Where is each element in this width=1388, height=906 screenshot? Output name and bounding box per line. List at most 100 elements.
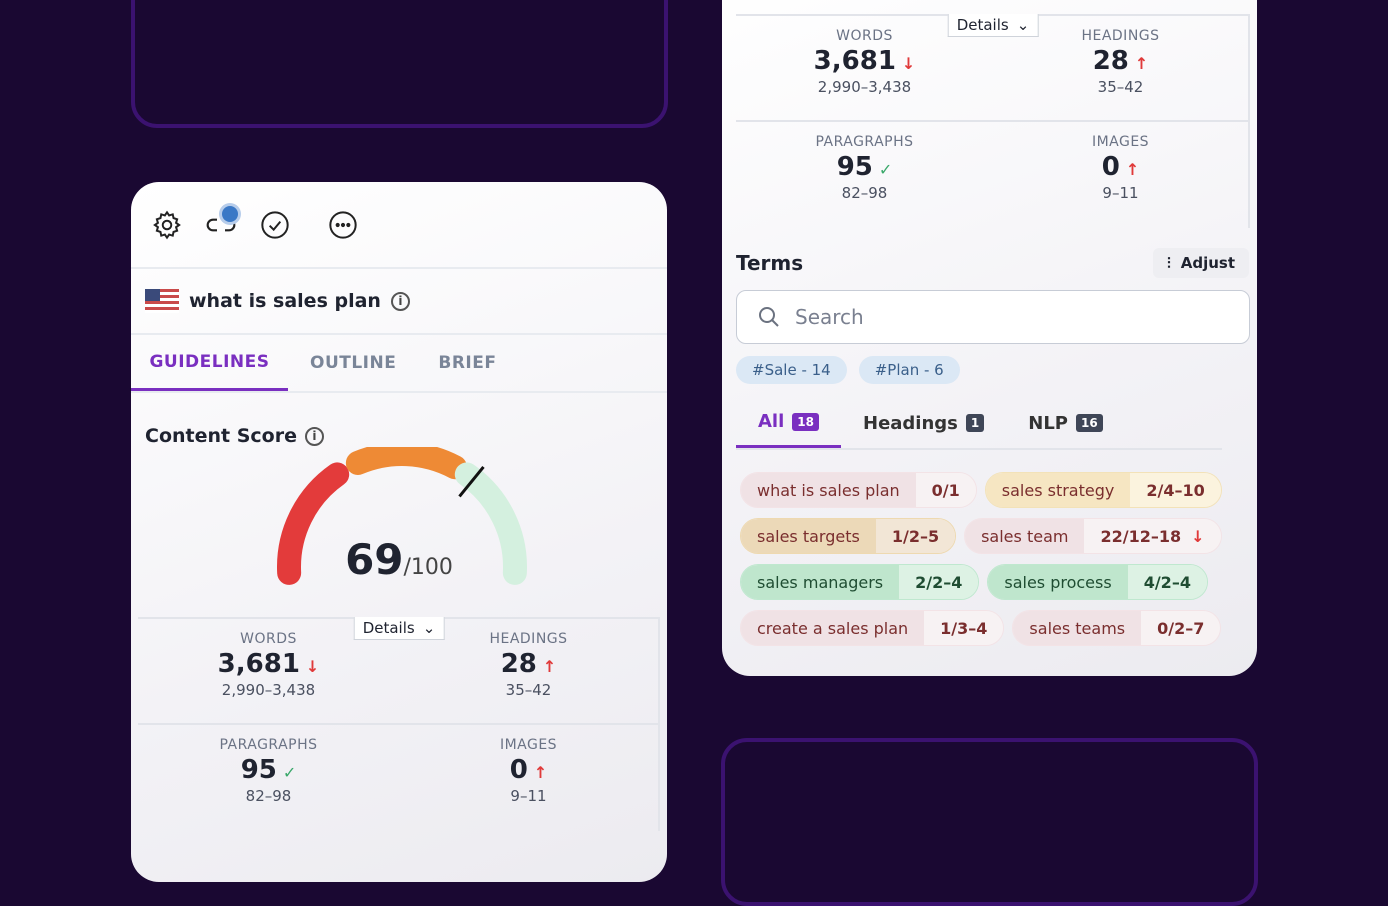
term-chip[interactable]: sales managers 2/2–4 <box>740 564 980 600</box>
term-chip[interactable]: create a sales plan 1/3–4 <box>740 610 1005 646</box>
tab-headings[interactable]: Headings 1 <box>841 398 1006 448</box>
term-name: sales strategy <box>985 473 1131 507</box>
content-score-heading: Content Score i <box>131 393 667 447</box>
stat-value: 28 <box>500 649 537 679</box>
stat-label: PARAGRAPHS <box>219 737 318 753</box>
stat-label: PARAGRAPHS <box>815 134 914 150</box>
stat-label: WORDS <box>836 28 893 44</box>
stat-value: 0 <box>509 755 528 785</box>
stat-range: 35–42 <box>1097 78 1144 96</box>
tag-sale[interactable]: #Sale - 14 <box>736 356 847 384</box>
tab-label: NLP <box>1028 412 1068 434</box>
term-count: 1/3–4 <box>924 611 1004 645</box>
term-value: 0/1 <box>931 480 960 500</box>
tab-all[interactable]: All 18 <box>736 398 841 448</box>
info-icon[interactable]: i <box>390 291 410 311</box>
term-value: 2/4–10 <box>1146 480 1205 500</box>
stat-images: IMAGES 0 ↑ 9–11 <box>993 122 1250 228</box>
term-count: 0/2–7 <box>1141 611 1221 645</box>
term-chip[interactable]: what is sales plan 0/1 <box>740 472 977 508</box>
stat-label: IMAGES <box>499 737 558 753</box>
background-card-bottom <box>721 738 1258 906</box>
tab-brief[interactable]: BRIEF <box>438 353 497 373</box>
term-count: 4/2–4 <box>1127 565 1207 599</box>
term-value: 4/2–4 <box>1143 572 1191 592</box>
stats-grid: Details ⌄ WORDS 3,681 ↓ 2,990–3,438 HEADINGS… <box>736 14 1250 228</box>
tab-outline[interactable]: OUTLINE <box>310 353 397 373</box>
count-badge: 1 <box>965 414 985 432</box>
stat-range: 2,990–3,438 <box>817 78 912 96</box>
us-flag-icon <box>145 289 179 313</box>
term-value: 1/3–4 <box>940 618 988 638</box>
stat-range: 82–98 <box>245 787 292 805</box>
term-name: sales targets <box>741 519 876 553</box>
arrow-up-icon: ↑ <box>542 657 557 676</box>
toolbar <box>131 182 667 269</box>
details-dropdown[interactable]: Details ⌄ <box>353 617 445 640</box>
check-circle-icon[interactable] <box>259 209 291 241</box>
score-readout: 69/100 <box>131 535 667 584</box>
adjust-button[interactable]: ⫶ Adjust <box>1152 248 1249 278</box>
stat-label: HEADINGS <box>1081 28 1160 44</box>
arrow-up-icon: ↑ <box>1134 54 1149 73</box>
term-count: 2/4–10 <box>1130 473 1221 507</box>
term-value: 22/12–18 <box>1100 526 1182 546</box>
stat-words: WORDS 3,681 ↓ 2,990–3,438 <box>138 619 399 725</box>
term-count: 0/1 <box>915 473 976 507</box>
term-chip[interactable]: sales team 22/12–18 ↓ <box>964 518 1222 554</box>
stat-headings: HEADINGS 28 ↑ 35–42 <box>993 16 1250 122</box>
info-icon[interactable]: i <box>304 426 324 446</box>
arrow-down-icon: ↓ <box>305 657 320 676</box>
chevron-down-icon: ⌄ <box>422 619 436 637</box>
stat-range: 35–42 <box>505 681 552 699</box>
stat-range: 9–11 <box>510 787 547 805</box>
chevron-down-icon: ⌄ <box>1016 16 1030 34</box>
gauge-orange-segment <box>345 442 468 480</box>
stat-paragraphs: PARAGRAPHS 95 ✓ 82–98 <box>138 725 399 831</box>
stat-value: 0 <box>1101 152 1120 182</box>
stat-label: IMAGES <box>1091 134 1150 150</box>
term-chip[interactable]: sales teams 0/2–7 <box>1012 610 1222 646</box>
search-icon <box>759 307 779 327</box>
gear-icon[interactable] <box>151 209 183 241</box>
tag-plan[interactable]: #Plan - 6 <box>858 356 960 384</box>
stat-value: 95 <box>240 755 277 785</box>
keyword-row: what is sales plan i <box>131 269 667 335</box>
term-name: what is sales plan <box>741 473 916 507</box>
stat-label: WORDS <box>240 631 297 647</box>
stat-value: 28 <box>1092 46 1129 76</box>
score-max: /100 <box>403 555 453 580</box>
details-dropdown[interactable]: Details ⌄ <box>947 14 1039 37</box>
panel-tabs: GUIDELINES OUTLINE BRIEF <box>131 335 667 393</box>
term-tabs: All 18 Headings 1 NLP 16 <box>736 398 1222 450</box>
arrow-down-icon: ↓ <box>901 54 916 73</box>
guidelines-panel: what is sales plan i GUIDELINES OUTLINE … <box>131 182 667 882</box>
term-count: 1/2–5 <box>875 519 956 553</box>
search-placeholder: Search <box>795 305 864 329</box>
check-icon: ✓ <box>282 763 297 782</box>
background-card-top <box>131 0 668 128</box>
arrow-up-icon: ↑ <box>1125 160 1140 179</box>
content-score-label: Content Score <box>145 425 297 447</box>
gauge-red-segment <box>277 462 350 585</box>
stat-words: WORDS 3,681 ↓ 2,990–3,438 <box>736 16 993 122</box>
term-chip[interactable]: sales process 4/2–4 <box>987 564 1208 600</box>
term-name: sales teams <box>1013 611 1142 645</box>
term-name: sales team <box>965 519 1085 553</box>
search-input[interactable]: Search <box>736 290 1250 344</box>
stat-value: 95 <box>836 152 873 182</box>
stat-label: HEADINGS <box>489 631 568 647</box>
count-badge: 18 <box>792 412 819 431</box>
more-icon[interactable] <box>327 209 359 241</box>
terms-title: Terms <box>736 251 804 275</box>
arrow-up-icon: ↑ <box>533 763 548 782</box>
tab-guidelines[interactable]: GUIDELINES <box>131 335 288 391</box>
term-count: 22/12–18 ↓ <box>1084 519 1221 553</box>
term-chip[interactable]: sales strategy 2/4–10 <box>984 472 1222 508</box>
term-name: sales process <box>988 565 1128 599</box>
tab-nlp[interactable]: NLP 16 <box>1006 398 1124 448</box>
stat-value: 3,681 <box>217 649 300 679</box>
terms-header: Terms ⫶ Adjust <box>722 248 1257 278</box>
gauge-green-segment <box>454 462 527 585</box>
term-chip[interactable]: sales targets 1/2–5 <box>740 518 957 554</box>
